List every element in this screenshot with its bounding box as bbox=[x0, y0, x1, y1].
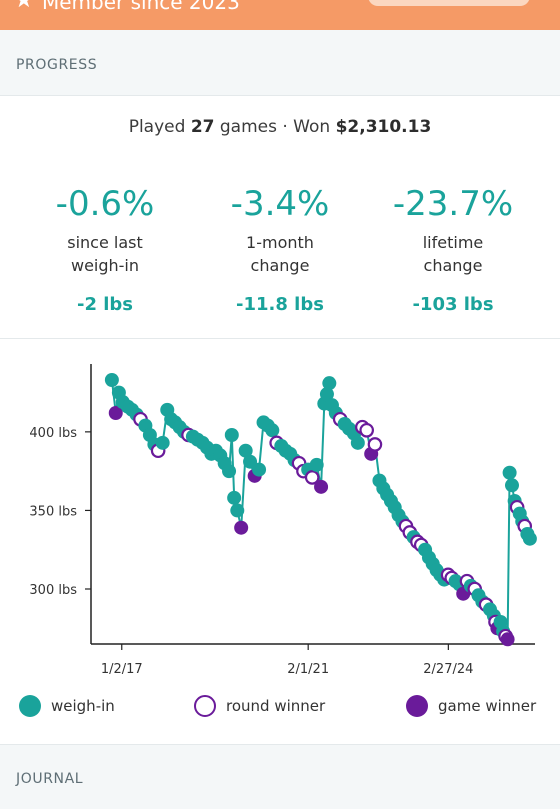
x-tick-label: 1/2/17 bbox=[101, 662, 143, 677]
progress-label: PROGRESS bbox=[16, 57, 98, 73]
legend-label: weigh-in bbox=[51, 697, 115, 715]
weigh-in-dot-icon bbox=[19, 695, 41, 717]
y-tick-label: 300 lbs bbox=[29, 583, 77, 598]
stat-caption: 1-month change bbox=[195, 231, 365, 277]
weight-chart[interactable]: 400 lbs 350 lbs 300 lbs 1/2/17 2/1/21 2/27/24 bbox=[0, 339, 560, 679]
round-winner-point[interactable] bbox=[367, 437, 383, 452]
stat-percent: -23.7% bbox=[392, 184, 514, 224]
summary-prefix: Played bbox=[128, 117, 191, 137]
stat-lbs: -103 lbs bbox=[412, 294, 494, 315]
stat-caption: since last weigh-in bbox=[20, 231, 190, 277]
game-winner-point[interactable] bbox=[234, 520, 249, 535]
x-tick-label: 2/1/21 bbox=[287, 662, 329, 677]
weigh-in-point[interactable] bbox=[243, 454, 258, 469]
stat-caption-line2: change bbox=[250, 256, 310, 275]
weight-chart-panel: 400 lbs 350 lbs 300 lbs 1/2/17 2/1/21 2/27/24… bbox=[0, 339, 560, 745]
legend-label: game winner bbox=[438, 697, 537, 715]
weigh-in-point[interactable] bbox=[350, 435, 365, 450]
stat-caption-line1: since last bbox=[67, 233, 143, 252]
legend-label: round winner bbox=[226, 697, 326, 715]
round-winner-point[interactable] bbox=[304, 470, 320, 485]
summary-middle: games · Won bbox=[214, 117, 336, 137]
weigh-in-point[interactable] bbox=[104, 373, 119, 387]
journal-label: JOURNAL bbox=[16, 771, 84, 787]
stat-percent: -0.6% bbox=[55, 184, 155, 224]
progress-section-header: PROGRESS bbox=[0, 31, 560, 95]
weigh-in-point[interactable] bbox=[222, 464, 237, 479]
game-winner-point[interactable] bbox=[500, 632, 515, 647]
game-winner-point[interactable] bbox=[314, 479, 329, 494]
chart-points bbox=[104, 373, 537, 647]
weigh-in-point[interactable] bbox=[238, 443, 253, 458]
weigh-in-point[interactable] bbox=[230, 503, 245, 518]
weigh-in-point[interactable] bbox=[227, 490, 242, 505]
chart-tick-labels: 400 lbs 350 lbs 300 lbs 1/2/17 2/1/21 2/27/24 bbox=[29, 426, 473, 677]
weigh-in-point[interactable] bbox=[322, 376, 337, 391]
winnings-amount: $2,310.13 bbox=[335, 117, 432, 137]
games-summary: Played 27 games · Won $2,310.13 bbox=[0, 95, 560, 159]
stat-caption-line1: 1-month bbox=[246, 233, 314, 252]
banner-button[interactable] bbox=[368, 0, 530, 6]
weigh-in-point[interactable] bbox=[224, 428, 239, 442]
stat-lbs: -11.8 lbs bbox=[236, 294, 324, 315]
game-winner-dot-icon bbox=[406, 695, 428, 717]
member-banner: ★ Member since 2023 bbox=[0, 0, 560, 30]
weigh-in-point[interactable] bbox=[252, 462, 267, 477]
chart-axes bbox=[90, 364, 535, 645]
stat-caption-line2: weigh-in bbox=[70, 256, 140, 275]
round-winner-ring-icon bbox=[194, 695, 216, 717]
round-winner-point[interactable] bbox=[359, 422, 375, 438]
weigh-in-point[interactable] bbox=[319, 387, 334, 402]
weigh-in-point[interactable] bbox=[522, 531, 537, 546]
weigh-in-point[interactable] bbox=[309, 457, 324, 472]
weigh-in-point[interactable] bbox=[265, 423, 280, 438]
y-tick-label: 400 lbs bbox=[29, 426, 77, 441]
weigh-in-point[interactable] bbox=[504, 478, 519, 493]
star-icon: ★ bbox=[14, 0, 34, 13]
journal-section-header: JOURNAL bbox=[0, 745, 560, 809]
member-since-text: Member since 2023 bbox=[42, 0, 240, 14]
games-count: 27 bbox=[190, 117, 215, 137]
y-tick-label: 350 lbs bbox=[29, 504, 77, 519]
stat-lbs: -2 lbs bbox=[76, 294, 134, 315]
game-winner-point[interactable] bbox=[108, 406, 123, 420]
weight-stats: -0.6% since last weigh-in -2 lbs -3.4% 1… bbox=[0, 158, 560, 339]
stat-percent: -3.4% bbox=[230, 184, 330, 224]
stat-caption-line2: change bbox=[423, 256, 483, 275]
weigh-in-point[interactable] bbox=[502, 465, 517, 480]
stat-caption: lifetime change bbox=[368, 231, 538, 277]
x-tick-label: 2/27/24 bbox=[423, 662, 473, 677]
stat-caption-line1: lifetime bbox=[422, 233, 484, 252]
weigh-in-point[interactable] bbox=[155, 435, 170, 450]
